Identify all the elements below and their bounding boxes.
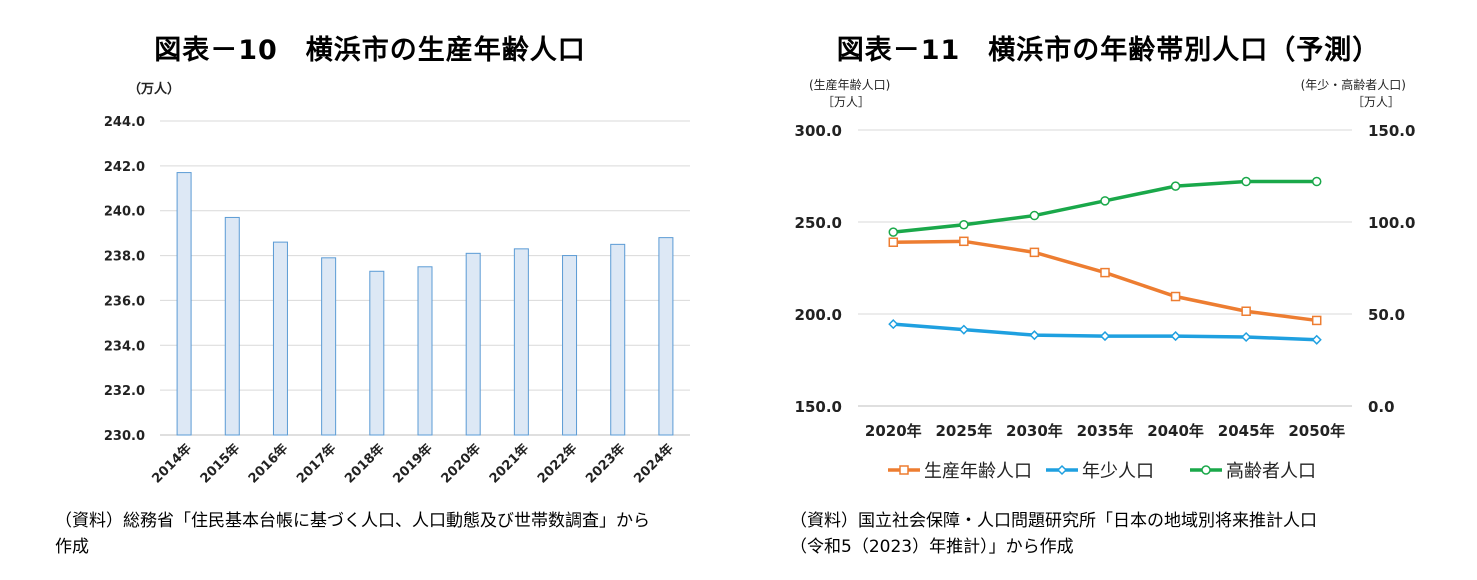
data-point xyxy=(1029,247,1040,258)
data-point xyxy=(1241,331,1252,343)
data-point xyxy=(1170,291,1181,302)
series-line-1 xyxy=(893,239,1317,323)
data-point xyxy=(1100,196,1110,206)
right-y-tick-label: 50.0 xyxy=(1368,306,1405,324)
x-tick-label: 2030年 xyxy=(1006,422,1063,440)
y-tick-label: 230.0 xyxy=(104,429,145,444)
right-axis-label: (年少・高齢者人口) xyxy=(1301,77,1406,92)
data-point xyxy=(888,237,899,247)
y-tick-label: 244.0 xyxy=(104,115,145,130)
bar-chart: （万人） 230.0 232.0 234.0 236.0 238.0 240.0 242.0… xyxy=(104,81,690,487)
data-point xyxy=(1311,315,1322,326)
data-point xyxy=(1241,176,1251,187)
x-tick-label: 2035年 xyxy=(1077,422,1134,440)
y-tick-label: 238.0 xyxy=(104,250,145,265)
y-tick-label: 240.0 xyxy=(104,205,145,220)
bar xyxy=(369,270,385,436)
right-axis-unit: ［万人］ xyxy=(1352,95,1400,109)
bar xyxy=(562,255,578,436)
data-point xyxy=(1029,210,1040,221)
legend-label: 年少人口 xyxy=(1082,461,1154,482)
data-point xyxy=(1029,330,1040,341)
x-tick-label: 2015年 xyxy=(197,441,243,487)
data-point xyxy=(959,236,969,247)
line-chart: (生産年齢人口) ［万人］ (年少・高齢者人口) ［万人］ 150.0 200.0… xyxy=(795,77,1416,482)
source-note-left: （資料）総務省「住民基本台帳に基づく人口、人口動態及び世帯数調査」から 作成 xyxy=(55,511,650,557)
right-y-tick-label: 150.0 xyxy=(1368,122,1415,140)
left-axis-label: (生産年齢人口) xyxy=(809,77,890,92)
y-tick-label: 234.0 xyxy=(104,339,145,354)
x-tick-label: 2021年 xyxy=(486,441,532,487)
chart-title-right: 図表－11 横浜市の年齢帯別人口（予測） xyxy=(836,35,1381,66)
x-tick-label: 2050年 xyxy=(1288,422,1345,440)
data-point xyxy=(959,220,969,230)
x-tick-label: 2040年 xyxy=(1147,422,1204,440)
left-y-tick-label: 300.0 xyxy=(795,122,842,140)
legend-label: 生産年齢人口 xyxy=(924,461,1032,482)
bar xyxy=(224,216,240,436)
x-tick-label: 2019年 xyxy=(390,441,436,487)
x-tick-label: 2017年 xyxy=(293,441,339,487)
data-point xyxy=(958,324,969,335)
chart-title-left: 図表－10 横浜市の生産年齢人口 xyxy=(154,35,586,66)
right-y-tick-label: 0.0 xyxy=(1368,398,1395,416)
series-line-3 xyxy=(893,179,1317,234)
data-point xyxy=(1170,331,1181,342)
data-point xyxy=(1241,306,1251,316)
bar xyxy=(417,266,433,436)
left-y-tick-label: 250.0 xyxy=(795,214,842,232)
chart-panel-right: 図表－11 横浜市の年齢帯別人口（予測） (生産年齢人口) ［万人］ (年少・高… xyxy=(740,0,1477,580)
bar xyxy=(465,252,481,436)
y-tick-label: 242.0 xyxy=(104,160,145,175)
x-tick-label: 2025年 xyxy=(935,422,992,440)
x-tick-label: 2024年 xyxy=(631,441,677,487)
bar xyxy=(610,243,626,436)
left-axis-unit: ［万人］ xyxy=(822,95,870,109)
data-point xyxy=(1170,181,1181,191)
bar xyxy=(513,248,529,436)
y-axis-unit-label: （万人） xyxy=(128,81,180,97)
legend-label: 高齢者人口 xyxy=(1226,461,1316,482)
x-tick-label: 2020年 xyxy=(438,441,484,487)
x-tick-label: 2045年 xyxy=(1218,422,1275,440)
left-y-tick-label: 150.0 xyxy=(795,398,842,416)
x-tick-label: 2014年 xyxy=(149,441,195,487)
y-tick-label: 236.0 xyxy=(104,294,145,309)
data-point xyxy=(1099,331,1111,342)
data-point xyxy=(1100,267,1110,278)
left-y-tick-label: 200.0 xyxy=(795,306,842,324)
bar xyxy=(321,257,337,436)
x-tick-label: 2016年 xyxy=(245,441,291,487)
legend-marker xyxy=(1201,465,1211,475)
legend-marker xyxy=(899,465,909,475)
legend-marker xyxy=(1056,464,1068,476)
data-point xyxy=(888,227,899,237)
x-tick-label: 2023年 xyxy=(582,441,628,487)
source-note-right: （資料）国立社会保障・人口問題研究所「日本の地域別将来推計人口 （令和5（202… xyxy=(790,511,1317,557)
y-tick-label: 232.0 xyxy=(104,384,145,399)
bar xyxy=(658,237,674,436)
x-tick-label: 2020年 xyxy=(865,422,922,440)
data-point xyxy=(1311,176,1322,187)
x-tick-label: 2018年 xyxy=(342,441,388,487)
data-point xyxy=(1311,334,1322,345)
right-y-tick-label: 100.0 xyxy=(1368,214,1415,232)
x-tick-label: 2022年 xyxy=(534,441,580,487)
data-point xyxy=(888,319,899,330)
bar xyxy=(176,172,192,436)
chart-panel-left: 図表－10 横浜市の生産年齢人口 （万人） 230.0 232.0 234.0 236… xyxy=(55,35,690,557)
bar xyxy=(272,241,288,436)
